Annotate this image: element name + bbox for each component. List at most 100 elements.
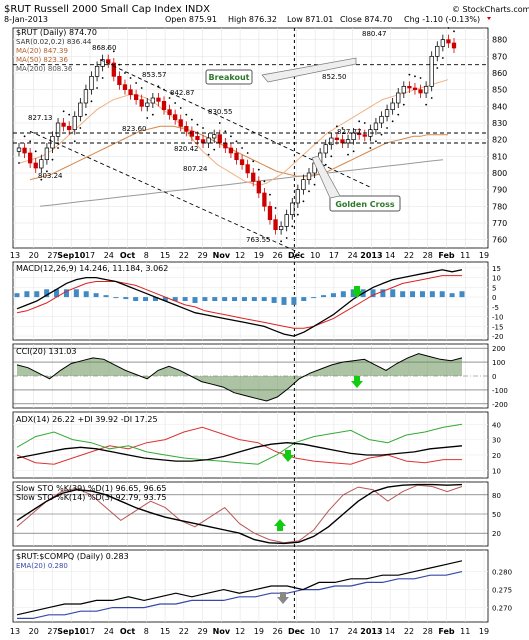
macd-histogram-bar (449, 293, 455, 298)
price-label: 827.13 (28, 114, 53, 122)
header-open: Open 875.91 (165, 15, 217, 24)
sar-dot (263, 180, 266, 183)
y-tick-label: 10 (492, 275, 501, 283)
candle-body (156, 97, 161, 102)
x-tick-label: 27 (47, 627, 57, 636)
sto-slow-k-line (16, 483, 463, 545)
x-tick-label: 22 (404, 251, 414, 260)
macd-histogram-bar (54, 289, 60, 298)
sar-dot (151, 113, 154, 116)
x-tick-label: Dec (288, 251, 305, 260)
candle-body (139, 99, 144, 107)
y-tick-label: 860 (492, 69, 507, 78)
sar-dot (135, 82, 138, 84)
cci-line (16, 353, 463, 402)
candle-body (106, 59, 111, 64)
sar-dot (285, 237, 288, 239)
candle-body (173, 114, 178, 121)
x-tick-label: 13 (10, 627, 20, 636)
header-date: 8-Jan-2013 (4, 15, 48, 24)
sar-dot (269, 193, 271, 196)
sar-dot (101, 77, 104, 79)
candle-body (22, 147, 27, 154)
sar-dot (112, 50, 115, 53)
sar-dot (257, 168, 260, 171)
candle-body (100, 59, 105, 67)
sar-dot (280, 240, 283, 243)
x-tick-label: Feb (438, 251, 455, 260)
sar-dot (235, 140, 238, 143)
breakout-label: Breakout (209, 73, 250, 82)
y-tick-label: 820 (492, 136, 507, 145)
macd-histogram-bar (261, 297, 267, 301)
y-tick-label: 0 (492, 373, 496, 381)
candle-body (89, 75, 94, 91)
x-tick-label: 15 (160, 627, 170, 636)
cci-area (17, 353, 462, 401)
candle-body (178, 119, 183, 127)
y-tick-label: -5 (492, 304, 499, 312)
y-tick-label: 200 (492, 345, 505, 353)
x-tick-label: 2013 (360, 251, 382, 260)
sar-dot (347, 153, 349, 156)
candle-body (206, 137, 211, 144)
price-label: 830.55 (208, 108, 233, 116)
macd-histogram-bar (271, 297, 277, 303)
candle-body (273, 219, 278, 231)
sar-dot (274, 207, 277, 209)
x-tick-label: 28 (423, 627, 433, 636)
legend-ma20: MA(20) 847.39 (16, 47, 68, 55)
candle-body (133, 94, 139, 101)
ratio-label: $RUT:$COMPQ (Daily) 0.283 (16, 552, 129, 561)
macd-up-arrow-icon (351, 286, 363, 298)
macd-histogram-bar (93, 293, 99, 298)
candle-body (251, 172, 256, 182)
sar-dot (174, 102, 177, 104)
y-tick-label: 100 (492, 359, 505, 367)
candle-body (306, 172, 312, 181)
candle-body (323, 144, 328, 154)
adx-plus-di-line (16, 423, 463, 465)
price-label: 763.55 (246, 236, 271, 244)
candle-body (39, 159, 44, 169)
candle-body (423, 85, 429, 94)
candle-body (262, 192, 267, 207)
sar-dot (419, 77, 422, 79)
sar-dot (402, 103, 405, 106)
sar-dot (45, 170, 48, 173)
y-tick-label: 780 (492, 202, 507, 211)
sar-dot (85, 113, 87, 116)
y-tick-label: 80 (492, 492, 501, 500)
y-tick-label: -10 (492, 314, 503, 322)
candle-body (50, 135, 55, 149)
golden-cross-pointer (311, 155, 341, 199)
y-tick-label: 0.270 (492, 605, 512, 613)
y-tick-label: 880 (492, 36, 507, 45)
macd-histogram-bar (459, 291, 465, 298)
cci-up-arrow-icon (351, 376, 363, 388)
x-tick-label: 28 (423, 251, 433, 260)
candle-body (345, 139, 351, 144)
sar-dot (18, 162, 20, 164)
x-tick-label: 29 (198, 627, 208, 636)
y-tick-label: 5 (492, 284, 496, 292)
ma50-line (29, 125, 448, 181)
adx-line (16, 442, 463, 462)
legend-sar: SAR(0.02,0.2) 836.44 (16, 38, 92, 46)
macd-histogram-bar (143, 297, 149, 301)
cci-label: CCI(20) 131.03 (16, 347, 77, 356)
price-label: 852.50 (322, 73, 347, 81)
x-tick-label: 22 (404, 627, 414, 636)
sar-dot (190, 118, 193, 121)
x-tick-label: 14 (385, 251, 395, 260)
macd-histogram-bar (212, 297, 218, 301)
y-tick-label: 50 (492, 511, 501, 519)
candle-body (212, 134, 217, 139)
legend-ma50: MA(50) 823.36 (16, 56, 68, 64)
y-tick-label: 15 (492, 265, 501, 273)
candle-body (446, 39, 451, 44)
y-tick-label: -200 (492, 401, 508, 409)
x-tick-label: 10 (310, 251, 320, 260)
macd-histogram-bar (410, 291, 416, 298)
sar-dot (352, 150, 355, 153)
